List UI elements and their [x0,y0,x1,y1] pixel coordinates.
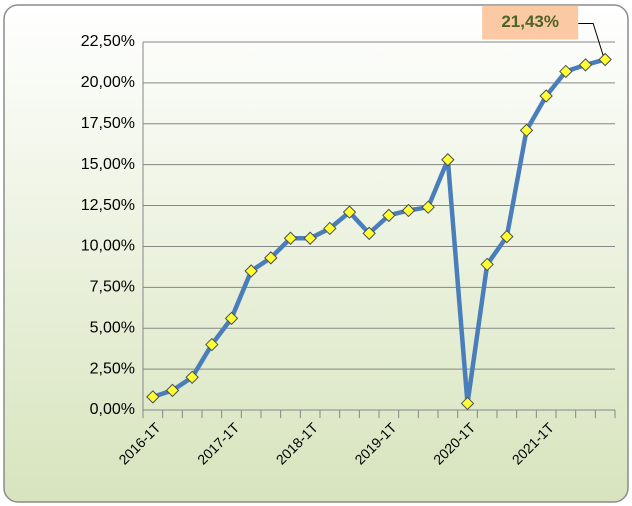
marker [283,231,298,245]
y-tick-label: 12,50% [81,197,135,214]
y-tick-label: 5,00% [90,319,135,336]
y-tick-label: 0,00% [90,401,135,418]
marker [519,123,534,138]
marker [460,396,475,411]
marker [480,257,494,272]
marker [578,58,593,72]
leader-line [578,23,604,56]
marker [559,64,573,79]
marker [303,231,317,245]
marker [244,264,258,278]
marker [421,200,435,214]
value-label: 21,43% [501,12,559,31]
marker [342,205,357,219]
marker [323,221,337,236]
y-tick-label: 2,50% [90,360,135,377]
marker [382,208,396,223]
marker [362,226,376,241]
marker [441,153,455,167]
marker [264,251,278,265]
y-tick-label: 7,50% [90,279,135,296]
marker [224,311,239,326]
marker [500,229,514,244]
y-tick-label: 15,00% [81,156,135,173]
marker [185,370,199,384]
marker [598,52,612,67]
y-tick-label: 22,50% [81,33,135,50]
marker [205,337,219,352]
marker [165,383,180,398]
marker [146,390,160,404]
line [152,57,606,406]
marker [539,89,553,103]
marker [401,203,416,218]
y-tick-label: 10,00% [81,238,135,255]
y-tick-label: 17,50% [81,115,135,132]
y-tick-label: 20,00% [81,74,135,91]
value-label-box [482,5,579,40]
